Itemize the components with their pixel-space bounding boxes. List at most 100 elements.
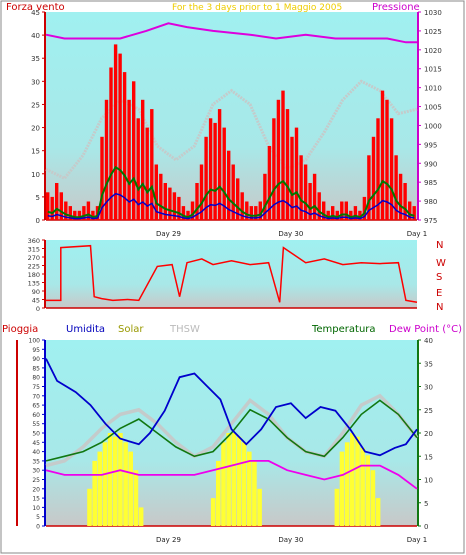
wind-gust-bar (299, 155, 303, 220)
wind-gust-bar (349, 210, 353, 220)
wind-gust-bar (249, 206, 253, 220)
wind-gust-bar (73, 210, 77, 220)
solar-bar (355, 436, 360, 526)
wind-gust-bar (281, 90, 285, 220)
temperature-tick-label: 10 (424, 477, 433, 485)
wind-gust-bar (91, 210, 95, 220)
wind-gust-bar (371, 136, 376, 220)
x-tick-label: Day 30 (278, 230, 303, 238)
temperature-tick-label: 35 (424, 360, 433, 368)
wind-gust-bar (308, 183, 312, 220)
wind-gust-bar (104, 99, 109, 220)
solar-bar (226, 433, 231, 526)
pressure-tick-label: 1030 (424, 9, 442, 17)
thsw-legend: THSW (169, 324, 200, 335)
solar-bar (339, 451, 345, 526)
temperature-tick-label: 20 (424, 430, 433, 438)
wind-gust-bar (59, 192, 63, 220)
wind-gust-bar (55, 183, 59, 220)
direction-tick-label: 45 (32, 297, 40, 305)
wind-avg-line (47, 165, 415, 219)
wind-gust-bar (245, 201, 249, 220)
wind-gust-bar (122, 72, 127, 220)
wind-gust-bar (168, 187, 172, 220)
wind-tick-label: 20 (31, 125, 40, 133)
pressure-tick-label: 990 (424, 160, 437, 168)
humidity-tick-label: 75 (32, 384, 40, 391)
wind-gust-bar (172, 192, 177, 220)
humidity-tick-label: 55 (32, 421, 40, 428)
wind-gust-bar (353, 206, 358, 220)
humidity-line (45, 358, 418, 457)
pressure-tick-label: 1020 (424, 47, 442, 55)
dew-point-line (45, 459, 418, 490)
compass-label: S (436, 272, 442, 283)
wind-tick-label: 45 (31, 9, 40, 17)
wind-gust-bar (213, 122, 217, 220)
wind-gust-bar (227, 150, 231, 220)
wind-gust-bar (358, 210, 362, 220)
solar-bar (138, 507, 144, 526)
wind-gust-bar (154, 164, 158, 220)
x-tick-label: Day 30 (278, 536, 303, 544)
solar-bar (210, 498, 216, 526)
wind-gust-bar (46, 192, 50, 220)
solar-bar (241, 442, 247, 526)
solar-bar (365, 455, 371, 526)
wind-gust-bar (317, 192, 321, 220)
compass-label: N (436, 302, 443, 313)
direction-tick-label: 225 (28, 263, 40, 271)
wind-tick-label: 0 (36, 217, 40, 225)
pressure-tick-label: 995 (424, 141, 437, 149)
wind-gust-bar (412, 206, 416, 220)
x-tick-label: Day 1 (407, 230, 428, 238)
solar-bar (221, 442, 226, 526)
solar-bar (102, 442, 108, 526)
pressure-axis-label: Pressione (372, 2, 420, 13)
solar-bar (334, 488, 340, 526)
temperature-tick-label: 15 (424, 453, 433, 461)
wind-gust-bar (186, 210, 190, 220)
wind-gust-bar (77, 210, 82, 220)
direction-tick-label: 360 (28, 237, 40, 245)
wind-tick-label: 5 (36, 194, 40, 202)
humidity-tick-label: 90 (32, 356, 40, 363)
wind-gust-bar (312, 173, 317, 220)
wind-tick-label: 35 (31, 55, 40, 63)
temperature-line (45, 399, 418, 462)
pressure-tick-label: 975 (424, 217, 437, 225)
direction-tick-label: 135 (28, 280, 40, 288)
wind-gust-bar (322, 201, 326, 220)
wind-tick-label: 10 (31, 171, 40, 179)
direction-tick-label: 270 (28, 254, 40, 262)
wind-gust-bar (331, 206, 335, 220)
compass-label: W (436, 258, 446, 269)
chart-title: For the 3 days prior to 1 Maggio 2005 (172, 3, 342, 13)
solar-bar (247, 451, 252, 526)
solar-bar (350, 433, 355, 526)
wind-pressure-panel: 0510152025303540459759809859909951000100… (31, 9, 442, 238)
wind-gust-bar (199, 164, 204, 220)
humidity-tick-label: 95 (32, 347, 40, 354)
temperature-tick-label: 40 (424, 337, 433, 345)
wind-gust-bar (258, 201, 262, 220)
x-tick-label: Day 29 (156, 230, 181, 238)
wind-gust-bar (340, 201, 344, 220)
pressure-tick-label: 1010 (424, 85, 442, 93)
solar-legend: Solar (118, 324, 144, 335)
wind-gust-bar (389, 118, 394, 220)
solar-bar (344, 442, 350, 526)
wind-gust-bar (326, 210, 330, 220)
wind-tick-label: 40 (31, 32, 40, 40)
wind-gust-bar (294, 127, 299, 220)
humidity-tick-label: 25 (32, 477, 40, 484)
humidity-tick-label: 30 (32, 468, 40, 475)
wind-gust-bar (344, 201, 348, 220)
wind-tick-label: 15 (31, 148, 40, 156)
humidity-tick-label: 50 (32, 431, 40, 438)
solar-bar (97, 451, 103, 526)
temperature-tick-label: 5 (424, 500, 428, 508)
thsw-line (45, 393, 419, 468)
wind-gust-bar (240, 192, 244, 220)
pressure-tick-label: 985 (424, 179, 437, 187)
